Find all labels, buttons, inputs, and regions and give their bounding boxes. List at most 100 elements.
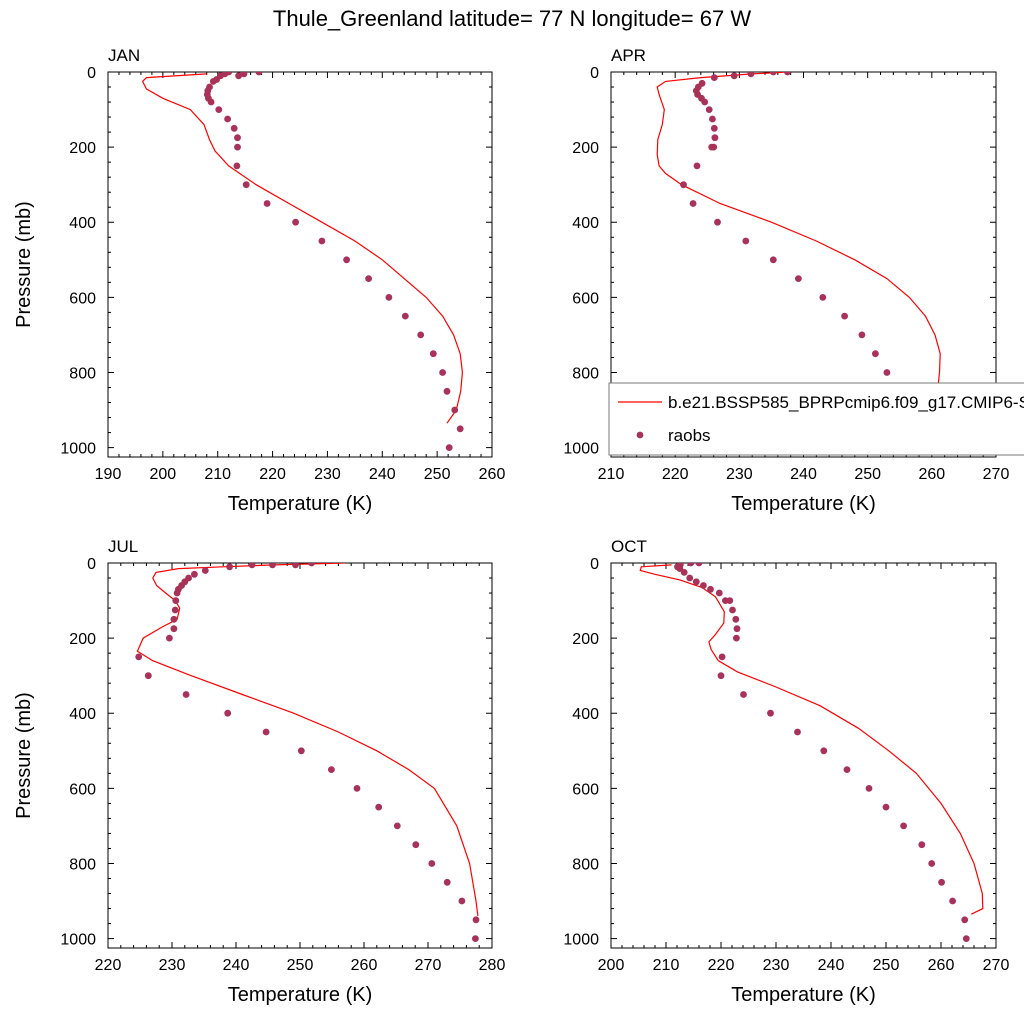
plot-frame [107, 71, 493, 458]
raobs-point [689, 200, 697, 207]
x-tick-label: 220 [708, 957, 735, 974]
x-tick-label: 230 [314, 466, 341, 483]
y-tick-label: 0 [590, 556, 599, 573]
raobs-point [343, 256, 350, 264]
legend-marker-label: raobs [668, 426, 711, 445]
raobs-point [718, 653, 726, 661]
x-tick-label: 250 [873, 957, 900, 974]
raobs-point [224, 115, 232, 123]
x-tick-label: 230 [159, 957, 186, 974]
raobs-point [429, 350, 437, 358]
raobs-point [680, 569, 688, 576]
x-tick-label: 270 [415, 957, 442, 974]
raobs-point [726, 597, 734, 604]
raobs-point [173, 589, 181, 597]
raobs-point [428, 860, 436, 867]
y-tick-label: 400 [572, 706, 599, 723]
raobs-point [858, 331, 866, 339]
x-axis-label: Temperature (K) [731, 984, 876, 1006]
raobs-point [144, 672, 152, 680]
raobs-point [784, 72, 791, 76]
raobs-point [865, 785, 873, 792]
raobs-point [714, 218, 721, 226]
raobs-point [711, 134, 719, 142]
raobs-point [472, 935, 479, 942]
y-tick-label: 400 [69, 215, 96, 232]
y-tick-label: 800 [572, 365, 599, 382]
raobs-point [820, 747, 828, 755]
y-tick-label: 600 [69, 290, 96, 307]
y-tick-label: 800 [572, 856, 599, 873]
y-tick-label: 0 [87, 65, 96, 82]
raobs-point [385, 294, 393, 301]
y-tick-label: 200 [572, 140, 599, 157]
raobs-point [710, 124, 718, 132]
raobs-point [962, 935, 970, 942]
raobs-point [297, 747, 305, 755]
x-tick-label: 260 [351, 957, 378, 974]
raobs-point [443, 387, 451, 395]
raobs-point [701, 98, 709, 106]
raobs-point [687, 563, 695, 567]
plot-data [639, 563, 984, 942]
raobs-point [443, 878, 451, 886]
raobs-point [949, 897, 956, 905]
raobs-point [209, 78, 217, 85]
x-tick-label: 240 [790, 466, 817, 483]
x-tick-label: 190 [95, 466, 122, 483]
raobs-point [255, 72, 263, 76]
x-tick-label: 260 [918, 466, 945, 483]
panel-oct: 200 210 220 230 240 250 260 270 0 200 400 600 800 100… [563, 537, 1009, 1006]
raobs-point [234, 134, 241, 142]
raobs-point [166, 634, 173, 642]
x-axis-label: Temperature (K) [228, 984, 373, 1006]
raobs-point [235, 72, 243, 80]
raobs-point [676, 565, 684, 572]
raobs-point [928, 860, 936, 867]
raobs-point [708, 143, 716, 151]
raobs-point [740, 691, 747, 698]
raobs-point [445, 444, 453, 451]
model-profile-line [656, 72, 941, 424]
raobs-point [240, 72, 248, 78]
raobs-point [224, 709, 232, 717]
x-axis-label: Temperature (K) [228, 493, 373, 515]
x-tick-label: 270 [983, 957, 1010, 974]
x-tick-label: 230 [763, 957, 790, 974]
x-tick-label: 210 [598, 466, 625, 483]
raobs-point [451, 406, 459, 414]
raobs-point [170, 615, 178, 623]
y-tick-label: 200 [69, 140, 96, 157]
model-profile-line [141, 73, 464, 424]
raobs-point [918, 841, 926, 849]
raobs-point [135, 653, 143, 661]
raobs-point [269, 563, 276, 569]
x-tick-label: 220 [259, 466, 286, 483]
x-tick-label: 200 [598, 957, 625, 974]
model-profile-line [639, 564, 984, 915]
raobs-point [715, 589, 723, 597]
raobs-point [182, 691, 190, 698]
raobs-point [170, 625, 178, 633]
raobs-point [230, 124, 238, 132]
raobs-point [732, 615, 740, 623]
model-profile-line [136, 563, 479, 917]
raobs-point [472, 916, 480, 924]
raobs-point [458, 897, 466, 905]
raobs-point [365, 275, 372, 282]
raobs-point [843, 766, 851, 773]
raobs-point [233, 162, 241, 170]
raobs-point [401, 312, 409, 320]
raobs-point [767, 709, 774, 717]
raobs-point [248, 563, 256, 569]
y-tick-label: 600 [69, 781, 96, 798]
x-tick-label: 210 [204, 466, 231, 483]
y-tick-label: 600 [572, 781, 599, 798]
raobs-point [171, 606, 179, 614]
x-tick-label: 260 [928, 957, 955, 974]
x-tick-label: 260 [479, 466, 506, 483]
legend: b.e21.BSSP585_BPRPcmip6.f09_g17.CMIP6-SS… [608, 382, 1024, 456]
y-tick-label: 0 [87, 556, 96, 573]
x-tick-label: 220 [95, 957, 122, 974]
